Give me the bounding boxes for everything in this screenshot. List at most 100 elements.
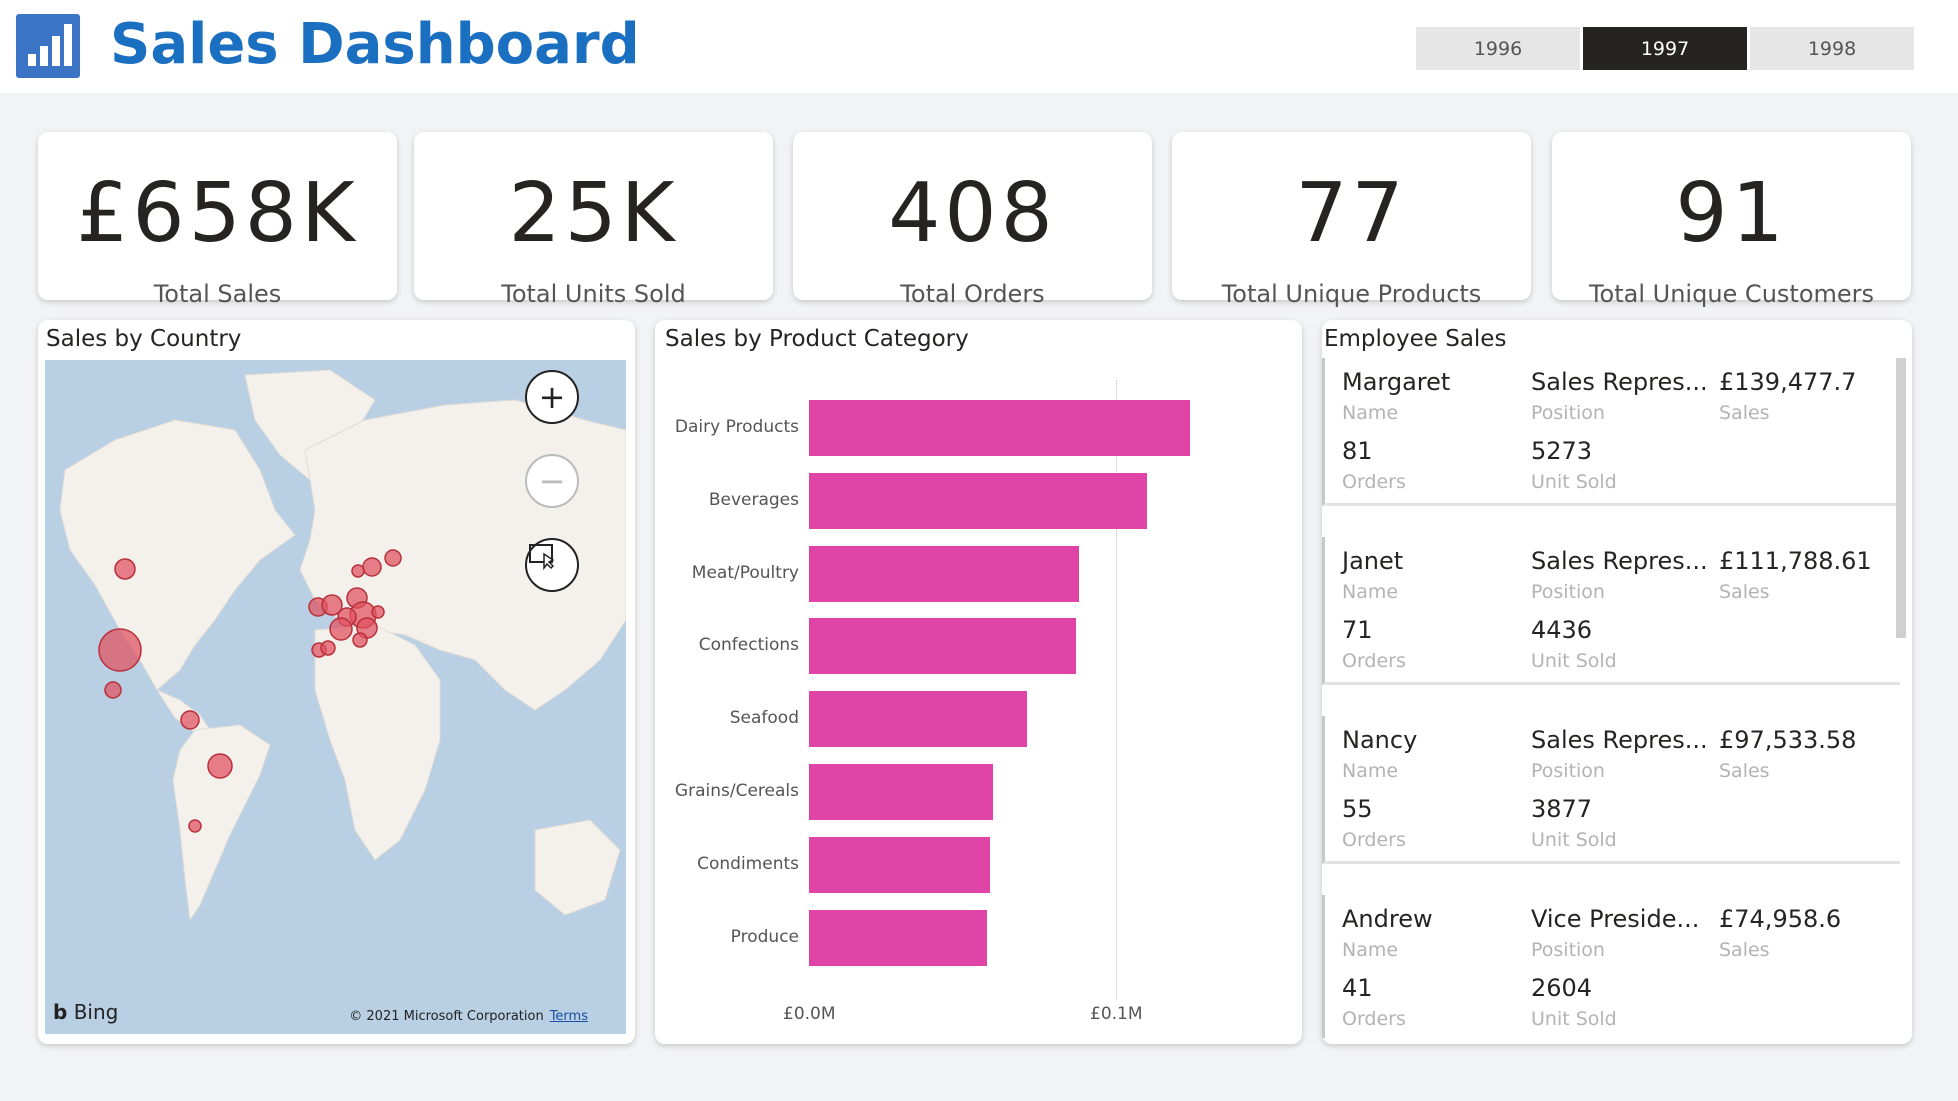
visual-title: Sales by Product Category: [665, 326, 969, 352]
employee-orders-label: Orders: [1342, 471, 1406, 493]
employee-name-label: Name: [1342, 760, 1399, 782]
bubble-mexico: [104, 681, 122, 699]
employee-sales-visual: Employee Sales Margaret Name Sales Repres.…: [1322, 320, 1912, 1044]
category-label: Grains/Cereals: [674, 781, 799, 801]
map-graphic: [59, 369, 626, 922]
category-label: Produce: [730, 926, 799, 947]
employee-position-label: Position: [1531, 402, 1605, 424]
employee-card[interactable]: Nancy Name Sales Repres... Position £97,533.…: [1322, 716, 1900, 864]
land-north-america: [59, 419, 296, 691]
zoom-out-button[interactable]: −: [525, 454, 579, 508]
visual-title: Employee Sales: [1324, 326, 1507, 352]
bubble-canada: [114, 558, 136, 580]
bubble-switzerland: [352, 632, 368, 648]
employee-sales: £97,533.58: [1719, 726, 1857, 754]
page-title: Sales Dashboard: [110, 12, 640, 77]
employee-position-label: Position: [1531, 939, 1605, 961]
bar[interactable]: [809, 909, 988, 966]
employee-name: Nancy: [1342, 726, 1418, 754]
bubble-sweden: [362, 557, 382, 577]
country-bubbles: [98, 549, 402, 833]
employee-position-label: Position: [1531, 760, 1605, 782]
bar[interactable]: [809, 545, 1080, 602]
employee-units: 4436: [1531, 616, 1593, 644]
bubble-argentina: [188, 819, 202, 833]
employee-units-label: Unit Sold: [1531, 1008, 1617, 1030]
minus-icon: −: [538, 462, 566, 500]
kpi-label: Total Unique Customers: [1588, 280, 1875, 308]
world-map[interactable]: + − b Bing © 2021 Microsoft Corporation T…: [45, 360, 626, 1034]
bar-chart: £0.0M £0.1M Dairy Products Beverages Meat/Po…: [655, 320, 1302, 1044]
x-tick-label: £0.0M: [783, 1004, 836, 1024]
employee-card[interactable]: Andrew Name Vice Preside... Position £74,958…: [1322, 895, 1900, 1038]
bubble-spain: [320, 640, 336, 656]
kpi-value: 91: [1675, 166, 1788, 261]
employee-orders-label: Orders: [1342, 829, 1406, 851]
bar[interactable]: [809, 764, 994, 820]
kpi-card-total-units-sold: 25K Total Units Sold: [414, 132, 773, 308]
kpi-label: Total Units Sold: [501, 280, 686, 308]
header-bar: Sales Dashboard 1996 1997 1998: [0, 0, 1958, 93]
employee-orders: 41: [1342, 974, 1373, 1002]
kpi-label: Total Orders: [900, 280, 1045, 308]
land-australia: [534, 819, 621, 916]
category-label: Beverages: [708, 489, 799, 510]
terms-link[interactable]: Terms: [549, 1009, 588, 1024]
employee-sales-label: Sales: [1719, 402, 1770, 424]
employee-position: Sales Repres...: [1531, 547, 1708, 575]
employee-name-label: Name: [1342, 402, 1399, 424]
land-south-america: [172, 724, 271, 922]
bubble-uk: [321, 594, 343, 616]
year-button-1996[interactable]: 1996: [1416, 27, 1580, 70]
employee-position: Vice Preside...: [1531, 905, 1700, 933]
employee-card[interactable]: Margaret Name Sales Repres... Position £139,…: [1322, 358, 1900, 506]
year-slicer: 1996 1997 1998: [1416, 27, 1914, 70]
employee-units-label: Unit Sold: [1531, 650, 1617, 672]
bubble-finland: [384, 549, 402, 567]
category-label: Dairy Products: [674, 417, 799, 437]
bar[interactable]: [809, 472, 1147, 529]
bar[interactable]: [809, 691, 1027, 748]
employee-sales-label: Sales: [1719, 760, 1770, 782]
year-button-1997[interactable]: 1997: [1583, 27, 1747, 70]
kpi-card-total-unique-customers: 91 Total Unique Customers: [1552, 132, 1911, 308]
employee-list[interactable]: Margaret Name Sales Repres... Position £139,…: [1322, 358, 1900, 1038]
employee-sales: £139,477.7: [1719, 368, 1857, 396]
employee-card[interactable]: Janet Name Sales Repres... Position £111,788…: [1322, 537, 1900, 685]
scrollbar[interactable]: [1896, 358, 1906, 638]
bar[interactable]: [809, 400, 1190, 456]
visual-title: Sales by Country: [46, 326, 242, 352]
category-label: Meat/Poultry: [691, 562, 799, 583]
lasso-select-button[interactable]: [525, 538, 579, 592]
bar[interactable]: [809, 618, 1077, 675]
plus-icon: +: [538, 378, 566, 416]
employee-orders: 81: [1342, 437, 1373, 465]
year-button-1998[interactable]: 1998: [1750, 27, 1914, 70]
employee-position: Sales Repres...: [1531, 726, 1708, 754]
x-tick-label: £0.1M: [1090, 1004, 1143, 1024]
zoom-in-button[interactable]: +: [525, 370, 579, 424]
employee-units: 3877: [1531, 795, 1593, 823]
category-label: Condiments: [697, 853, 799, 874]
employee-units-label: Unit Sold: [1531, 471, 1617, 493]
category-label: Confections: [698, 635, 799, 656]
bubble-poland: [371, 605, 385, 619]
employee-orders: 55: [1342, 795, 1373, 823]
kpi-card-total-orders: 408 Total Orders: [793, 132, 1152, 308]
employee-name-label: Name: [1342, 939, 1399, 961]
employee-units: 2604: [1531, 974, 1593, 1002]
bar[interactable]: [809, 836, 991, 893]
bubble-venezuela: [180, 710, 200, 730]
bubble-brazil: [207, 753, 233, 779]
category-label: Seafood: [729, 708, 799, 729]
employee-sales-label: Sales: [1719, 939, 1770, 961]
employee-name: Margaret: [1342, 368, 1451, 396]
kpi-card-total-unique-products: 77 Total Unique Products: [1172, 132, 1531, 308]
employee-position: Sales Repres...: [1531, 368, 1708, 396]
land-africa: [314, 624, 441, 861]
employee-orders-label: Orders: [1342, 1008, 1406, 1030]
sales-by-product-category-visual: Sales by Product Category £0.0M £0.1M Dair…: [655, 320, 1302, 1044]
map-copyright: © 2021 Microsoft Corporation Terms: [349, 1009, 588, 1024]
kpi-value: £658K: [76, 166, 359, 261]
kpi-value: 408: [888, 166, 1057, 261]
